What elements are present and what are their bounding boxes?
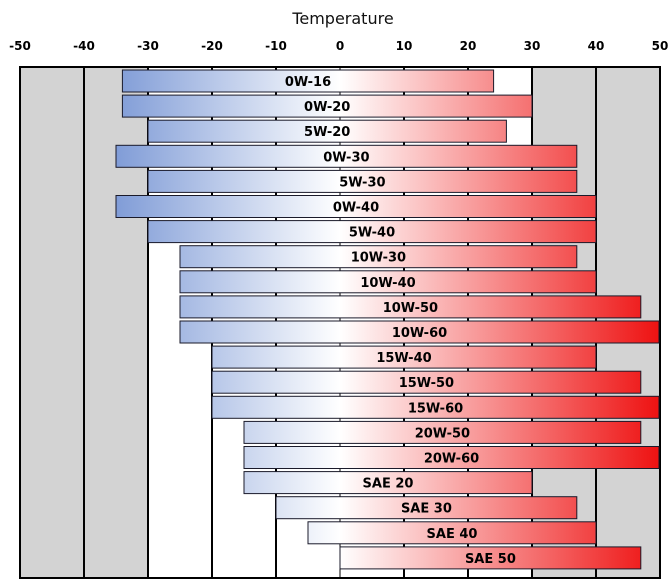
bar-label: SAE 40 <box>427 527 478 542</box>
bar-label: SAE 50 <box>465 552 516 567</box>
bar-label: 20W-60 <box>424 452 479 467</box>
bar-label: 15W-40 <box>376 351 431 366</box>
x-tick-label: 0 <box>336 39 344 53</box>
x-tick-label: 20 <box>460 39 477 53</box>
bar-label: SAE 30 <box>401 502 452 517</box>
x-tick-label: 50 <box>652 39 669 53</box>
plot-frame <box>19 66 661 579</box>
bar <box>121 94 533 118</box>
bar <box>339 546 642 570</box>
bars <box>115 69 660 570</box>
bar <box>275 496 578 520</box>
bar-label: 10W-60 <box>392 326 447 341</box>
band <box>84 67 148 578</box>
bar-label: 15W-50 <box>399 376 454 391</box>
bar <box>243 446 660 469</box>
bar-label: 10W-40 <box>360 276 415 291</box>
x-tick-label: -20 <box>201 39 223 53</box>
bar-label: 20W-50 <box>415 426 470 441</box>
bar <box>211 370 642 394</box>
bar <box>147 119 507 143</box>
bar-label: 5W-30 <box>339 175 385 190</box>
x-axis-ticks: -50 -40 -30 -20 -10 0 10 20 30 40 50 <box>9 39 668 53</box>
bar-label: 0W-40 <box>333 201 379 216</box>
x-tick-label: 10 <box>396 39 413 53</box>
bar <box>121 69 495 93</box>
x-tick-label: -50 <box>9 39 31 53</box>
bar <box>211 345 597 369</box>
bar <box>147 169 578 193</box>
x-tick-label: 30 <box>524 39 541 53</box>
x-tick-label: -30 <box>137 39 159 53</box>
x-tick-label: -10 <box>265 39 287 53</box>
bar <box>307 521 597 545</box>
bar-label: 0W-30 <box>323 150 369 165</box>
bar <box>179 295 642 319</box>
bar <box>243 471 533 495</box>
bar-label: 5W-20 <box>304 125 350 140</box>
bar <box>179 270 597 294</box>
bar-label: SAE 20 <box>363 477 414 492</box>
bar <box>243 420 642 444</box>
x-tick-label: 40 <box>588 39 605 53</box>
band <box>20 67 84 578</box>
bar-label: 10W-30 <box>351 251 406 266</box>
x-axis-title: Temperature <box>291 9 393 28</box>
bar-label: 10W-50 <box>383 301 438 316</box>
bar <box>147 220 597 244</box>
bar-label: 0W-20 <box>304 100 350 115</box>
bar <box>115 144 578 168</box>
bar <box>179 245 578 269</box>
bar-label: 0W-16 <box>285 75 331 90</box>
bar <box>179 320 660 344</box>
bar <box>211 395 660 419</box>
bar-label: 15W-60 <box>408 401 463 416</box>
x-tick-label: -40 <box>73 39 95 53</box>
bar <box>115 195 597 218</box>
bar-labels: 0W-16 0W-20 5W-20 0W-30 5W-30 0W-40 5W-40 10W-3… <box>285 75 516 567</box>
bar-label: 5W-40 <box>349 226 395 241</box>
